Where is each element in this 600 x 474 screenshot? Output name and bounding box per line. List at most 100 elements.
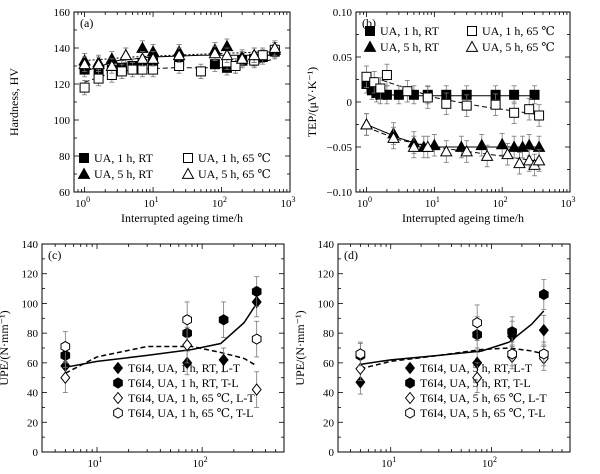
data-point <box>509 107 520 118</box>
data-point <box>105 59 119 71</box>
data-point <box>60 371 71 385</box>
legend-label: UA, 1 h, 65 ℃ <box>198 151 271 165</box>
x-tick-label: 102 <box>193 455 208 470</box>
data-point <box>538 348 549 360</box>
legend-label: UA, 5 h, 65 ℃ <box>482 40 555 54</box>
legend-marker <box>112 391 124 405</box>
y-tick-label: 80 <box>59 151 71 163</box>
y-tick-label: −0.10 <box>327 187 353 199</box>
data-point <box>421 140 435 152</box>
x-tick-label: 103 <box>281 195 296 210</box>
data-point <box>427 138 441 151</box>
legend-marker <box>113 407 123 419</box>
y-tick-label: 0 <box>329 447 335 459</box>
y-tick-label: 40 <box>27 388 39 400</box>
legend-label: UA, 5 h, 65 ℃ <box>198 167 271 181</box>
data-point <box>361 71 372 82</box>
data-point <box>136 41 149 53</box>
y-tick-label: 100 <box>54 115 71 127</box>
legend-marker <box>405 377 415 389</box>
data-point <box>60 340 71 353</box>
data-point <box>461 100 472 111</box>
series-4 <box>360 113 546 177</box>
y-tick-label: 0 <box>347 97 353 109</box>
data-point <box>268 41 282 53</box>
data-point <box>235 52 249 64</box>
data-point <box>538 288 549 301</box>
data-point <box>402 86 413 97</box>
legend-marker <box>112 361 124 375</box>
panel-label: (a) <box>80 16 93 30</box>
legend-label: T6I4, UA, 5 h, RT, T-L <box>420 376 531 390</box>
data-point <box>472 371 483 385</box>
y-tick-label: 120 <box>318 269 335 281</box>
y-tick-label: 0 <box>33 447 39 459</box>
data-point <box>218 314 229 326</box>
x-tick-label: 102 <box>212 195 227 210</box>
data-point <box>355 348 366 360</box>
data-point <box>360 117 373 130</box>
data-point <box>524 104 535 115</box>
series-4 <box>355 304 549 367</box>
x-tick-label: 102 <box>493 195 508 210</box>
data-point <box>78 57 91 70</box>
data-point <box>251 285 262 298</box>
series-3 <box>60 326 262 408</box>
x-tick-label: 101 <box>87 455 102 470</box>
data-point <box>172 48 186 61</box>
data-point <box>475 138 489 151</box>
x-tick-label: 101 <box>381 455 396 470</box>
legend-marker <box>183 153 193 163</box>
y-tick-label: 100 <box>318 298 335 310</box>
y-tick-label: 0.10 <box>333 7 353 19</box>
legend-label: T6I4, UA, 5 h, 65 ℃, T-L <box>420 406 545 420</box>
plot-frame <box>337 243 571 453</box>
series-3 <box>360 113 546 159</box>
panel-label: (d) <box>344 248 358 262</box>
data-point <box>136 52 149 64</box>
y-tick-label: 60 <box>323 358 335 370</box>
data-point <box>251 333 262 345</box>
x-tick-label: 101 <box>144 195 159 210</box>
data-point <box>393 89 404 100</box>
y-tick-label: 160 <box>54 7 71 19</box>
y-tick-label: 20 <box>323 417 335 429</box>
x-tick-label: 102 <box>482 455 497 470</box>
panel-label: (c) <box>48 248 61 262</box>
legend-label: T6I4, UA, 5 h, RT, L-T <box>420 361 533 375</box>
x-axis-label: Interrupted ageing time/h <box>393 471 515 474</box>
legend-marker <box>363 40 377 52</box>
data-point <box>507 326 517 338</box>
data-point <box>460 144 474 157</box>
legend-label: UA, 1 h, RT <box>94 151 154 165</box>
y-tick-label: 80 <box>323 328 335 340</box>
data-point <box>454 140 468 152</box>
data-point <box>381 89 392 100</box>
chart-panel-2: 100 101 102 103 −0.10 −0.05 0 0.05 0.10 Interrupt… <box>305 7 576 225</box>
y-axis-label: Hardness, HV <box>7 68 21 136</box>
data-point <box>146 52 160 64</box>
y-tick-label: 140 <box>22 239 39 251</box>
data-point <box>522 153 536 166</box>
data-point <box>472 317 482 329</box>
data-point <box>369 77 380 88</box>
fit-curve <box>64 345 258 374</box>
chart-panel-4: 101 102 0 20 40 60 80 100 120 140 Interrupted agei… <box>293 239 571 474</box>
data-point <box>220 48 234 61</box>
legend-marker <box>467 26 477 36</box>
series-2 <box>361 63 545 127</box>
data-point <box>507 140 521 152</box>
data-point <box>513 156 526 169</box>
data-point <box>92 57 105 70</box>
data-point <box>127 64 138 75</box>
legend-marker <box>365 26 375 36</box>
plot-frame <box>41 243 285 453</box>
data-point <box>480 149 494 161</box>
x-tick-label: 101 <box>425 195 440 210</box>
legend: UA, 1 h, RT UA, 1 h, 65 ℃ UA, 5 h, RT UA, 5… <box>77 151 271 181</box>
y-axis-label: TEP/(μV·K⁻¹) <box>305 67 319 137</box>
series-4 <box>60 301 262 362</box>
y-tick-label: 80 <box>27 328 39 340</box>
data-point <box>490 99 501 110</box>
